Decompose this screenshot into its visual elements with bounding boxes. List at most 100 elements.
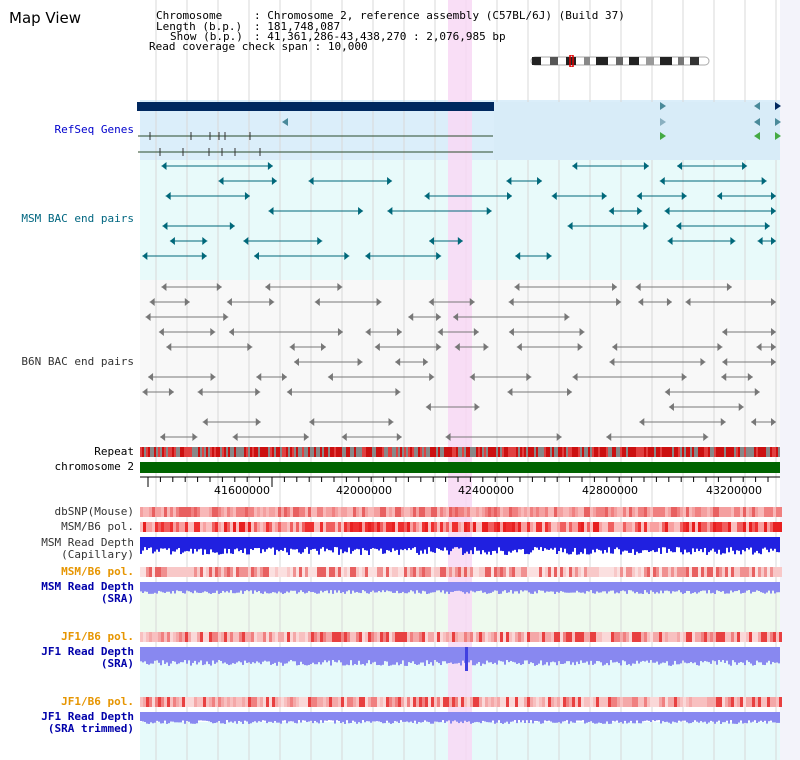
b6n-bac-end — [564, 313, 570, 321]
read-depth-bar — [564, 537, 566, 549]
track-label-msm-read-depth-sra[interactable]: MSM Read Depth (SRA) — [0, 581, 134, 605]
heat-cell — [194, 697, 197, 707]
heat-cell — [293, 632, 296, 642]
read-depth-bar — [494, 647, 496, 663]
jf1-b6-pol-trimmed-label: JF1/B6 pol. — [61, 695, 134, 708]
repeat-segment — [460, 447, 462, 457]
read-depth-bar — [638, 582, 640, 594]
repeat-segment — [242, 447, 244, 457]
track-label-msm-b6-pol[interactable]: MSM/B6 pol. — [0, 521, 134, 533]
read-depth-bar — [618, 647, 620, 664]
heat-cell — [632, 507, 635, 517]
track-label-msm-read-depth-capillary[interactable]: MSM Read Depth (Capillary) — [0, 537, 134, 561]
heat-cell — [659, 522, 662, 532]
heat-cell — [368, 697, 371, 707]
heat-cell — [281, 567, 284, 577]
read-depth-bar — [510, 537, 512, 553]
track-label-dbsnp[interactable]: dbSNP(Mouse) — [0, 506, 134, 518]
read-depth-bar — [188, 537, 190, 552]
heat-cell — [704, 567, 707, 577]
track-label-jf1-read-depth-sra[interactable]: JF1 Read Depth (SRA) — [0, 646, 134, 670]
repeat-segment — [272, 447, 274, 457]
repeat-segment — [640, 447, 642, 457]
chromosome-ideogram[interactable] — [528, 52, 712, 68]
heat-cell — [368, 507, 371, 517]
read-depth-bar — [552, 582, 554, 592]
repeat-segment — [564, 447, 566, 457]
read-depth-bar — [452, 537, 454, 549]
heat-cell — [470, 567, 473, 577]
heat-cell — [347, 522, 350, 532]
heat-cell — [338, 697, 341, 707]
read-depth-bar — [200, 647, 202, 661]
track-label-b6n-bac[interactable]: B6N BAC end pairs — [0, 356, 134, 368]
heat-cell — [467, 567, 470, 577]
read-depth-bar — [328, 647, 330, 661]
read-depth-bar — [606, 647, 608, 664]
read-depth-bar — [652, 537, 654, 551]
repeat-segment — [774, 447, 776, 457]
heat-cell — [149, 507, 152, 517]
heat-cell — [509, 522, 512, 532]
repeat-segment — [260, 447, 262, 457]
read-depth-bar — [158, 647, 160, 663]
read-depth-bar — [656, 582, 658, 593]
read-depth-bar — [472, 537, 474, 555]
track-label-jf1-b6-pol[interactable]: JF1/B6 pol. — [0, 631, 134, 643]
read-depth-bar — [616, 537, 618, 548]
read-depth-bar — [400, 712, 402, 721]
b6n-bac-end — [202, 418, 208, 426]
read-depth-bar — [222, 582, 224, 591]
heat-cell — [758, 507, 761, 517]
track-label-msm-bac[interactable]: MSM BAC end pairs — [0, 213, 134, 225]
read-depth-bar — [366, 582, 368, 594]
read-depth-bar — [560, 582, 562, 592]
read-depth-bar — [186, 647, 188, 664]
track-label-msm-b6-pol-sra[interactable]: MSM/B6 pol. — [0, 566, 134, 578]
heat-cell — [686, 632, 689, 642]
heat-cell — [608, 567, 611, 577]
read-depth-bar — [392, 537, 394, 549]
read-depth-bar — [586, 582, 588, 592]
read-depth-bar — [312, 582, 314, 592]
heat-cell — [626, 632, 629, 642]
read-depth-bar — [562, 582, 564, 592]
heat-cell — [488, 567, 491, 577]
read-depth-bar — [278, 647, 280, 662]
heat-cell — [623, 522, 626, 532]
read-depth-bar — [436, 647, 438, 662]
heat-cell — [314, 697, 317, 707]
heat-cell — [512, 507, 515, 517]
heat-cell — [431, 507, 434, 517]
b6n-bac-end — [388, 418, 394, 426]
read-depth-bar — [724, 712, 726, 723]
repeat-segment — [714, 447, 716, 457]
track-label-jf1-read-depth-trimmed[interactable]: JF1 Read Depth (SRA trimmed) — [0, 711, 134, 735]
read-depth-bar — [422, 647, 424, 663]
gene-bar — [137, 102, 494, 111]
heat-cell — [641, 567, 644, 577]
read-depth-bar — [756, 712, 758, 724]
heat-cell — [707, 632, 710, 642]
heat-cell — [716, 507, 719, 517]
repeat-segment — [400, 447, 402, 457]
track-label-chromosome[interactable]: chromosome 2 — [0, 461, 134, 473]
track-label-refseq-genes[interactable]: RefSeq Genes — [0, 124, 134, 136]
read-depth-bar — [340, 537, 342, 550]
read-depth-bar — [362, 582, 364, 591]
read-depth-bar — [412, 582, 414, 592]
read-depth-bar — [144, 537, 146, 548]
repeat-segment — [548, 447, 550, 457]
b6n-bac-end — [508, 328, 514, 336]
read-depth-bar — [164, 582, 166, 593]
track-label-repeat[interactable]: Repeat — [0, 446, 134, 458]
read-depth-bar — [650, 537, 652, 552]
read-depth-bar — [254, 582, 256, 591]
repeat-segment — [334, 447, 336, 457]
read-depth-bar — [606, 582, 608, 594]
track-label-jf1-b6-pol-trimmed[interactable]: JF1/B6 pol. — [0, 696, 134, 708]
read-depth-bar — [420, 647, 422, 663]
heat-cell — [413, 632, 416, 642]
b6n-bac-end — [474, 403, 480, 411]
